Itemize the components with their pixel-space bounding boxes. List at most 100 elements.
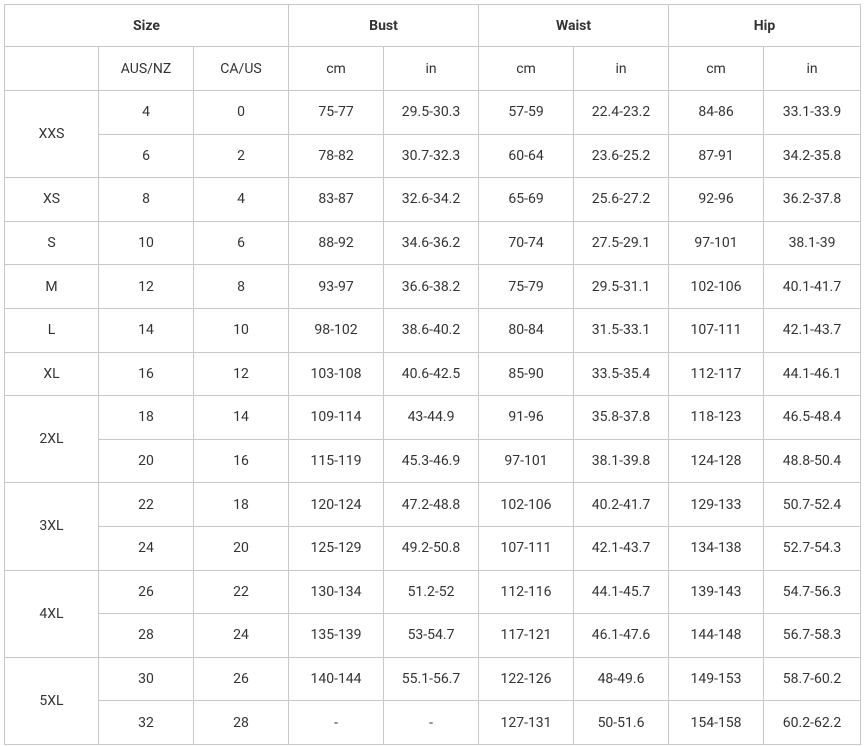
data-cell: 30 bbox=[98, 656, 194, 702]
data-cell: 102-106 bbox=[668, 264, 765, 309]
data-cell: 28 bbox=[192, 700, 290, 745]
data-cell: 109-114 bbox=[288, 395, 385, 440]
data-cell: 29.5-30.3 bbox=[383, 90, 480, 135]
data-cell: 26 bbox=[192, 656, 290, 702]
data-cell: 42.1-43.7 bbox=[763, 307, 862, 353]
data-cell: 35.8-37.8 bbox=[573, 395, 670, 440]
data-row: 24 20 125-129 49.2-50.8 107-111 42.1-43.7 134-… bbox=[5, 525, 862, 571]
data-cell: 56.7-58.3 bbox=[763, 613, 862, 658]
data-cell: 57-59 bbox=[478, 90, 575, 135]
data-cell: - bbox=[288, 700, 385, 745]
data-cell: 51.2-52 bbox=[383, 569, 480, 615]
data-cell: 40.1-41.7 bbox=[763, 264, 862, 309]
data-cell: 44.1-46.1 bbox=[763, 351, 862, 397]
data-cell: 124-128 bbox=[668, 438, 765, 484]
size-cell: 3XL bbox=[4, 482, 99, 571]
data-cell: 40.6-42.5 bbox=[383, 351, 480, 397]
data-cell: 30.7-32.3 bbox=[383, 133, 480, 179]
data-cell: 102-106 bbox=[478, 482, 575, 527]
size-table: Size Bust Waist Hip AUS/NZ CA/US cm in cm in cm in … bbox=[3, 4, 862, 745]
data-cell: 52.7-54.3 bbox=[763, 525, 862, 571]
subheader-row: AUS/NZ CA/US cm in cm in cm in bbox=[4, 46, 862, 91]
data-cell: 28 bbox=[98, 613, 194, 658]
data-row: M 12 8 93-97 36.6-38.2 75-79 29.5-31.1 102-106 4… bbox=[4, 264, 862, 309]
data-cell: 50-51.6 bbox=[573, 700, 670, 745]
data-row: 3XL 22 18 120-124 47.2-48.8 102-106 40.2-41.7 1… bbox=[4, 482, 862, 571]
data-cell: 8 bbox=[98, 177, 194, 222]
data-cell: 29.5-31.1 bbox=[573, 264, 670, 309]
data-cell: 115-119 bbox=[288, 438, 385, 484]
size-cell: S bbox=[4, 220, 99, 266]
size-cell: 5XL bbox=[4, 656, 99, 745]
data-cell: 4 bbox=[98, 90, 194, 135]
data-cell: 70-74 bbox=[478, 220, 575, 266]
data-row: 5XL 30 26 140-144 55.1-56.7 122-126 48-49.6 149… bbox=[4, 656, 862, 745]
header-row: Size Bust Waist Hip bbox=[3, 4, 862, 47]
data-cell: 20 bbox=[192, 525, 290, 571]
data-cell: 24 bbox=[192, 613, 290, 658]
data-cell: 58.7-60.2 bbox=[763, 656, 862, 702]
data-cell: 38.1-39 bbox=[763, 220, 862, 266]
data-cell: 112-116 bbox=[478, 569, 575, 615]
data-cell: 122-126 bbox=[478, 656, 575, 702]
size-cell: XS bbox=[4, 177, 99, 222]
data-cell: 6 bbox=[98, 133, 194, 179]
data-cell: 43-44.9 bbox=[383, 395, 480, 440]
data-cell: 84-86 bbox=[668, 90, 765, 135]
data-cell: 36.2-37.8 bbox=[763, 177, 862, 222]
data-cell: 50.7-52.4 bbox=[763, 482, 862, 527]
data-row: XXS 4 0 75-77 29.5-30.3 57-59 22.4-23.2 84-86 33… bbox=[4, 89, 862, 179]
data-row: 32 28- -127-131 50-51.6 154-158 60.2-62.2 bbox=[5, 700, 862, 745]
subheader-cell: cm bbox=[288, 46, 385, 91]
table-header: Size Bust Waist Hip AUS/NZ CA/US cm in cm in cm in bbox=[3, 4, 862, 91]
data-cell: 55.1-56.7 bbox=[383, 656, 480, 702]
subheader-cell: in bbox=[383, 46, 480, 91]
subheader-cell: in bbox=[763, 46, 862, 91]
subheader-cell: CA/US bbox=[192, 46, 290, 91]
data-cell: 20 bbox=[98, 438, 194, 484]
data-cell: 60.2-62.2 bbox=[763, 700, 862, 745]
data-cell: 75-79 bbox=[478, 264, 575, 309]
subheader-cell: in bbox=[573, 46, 670, 91]
data-cell: 60-64 bbox=[478, 133, 575, 179]
data-cell: 88-92 bbox=[288, 220, 385, 266]
data-cell: 91-96 bbox=[478, 395, 575, 440]
data-cell: 38.6-40.2 bbox=[383, 307, 480, 353]
data-cell: 12 bbox=[98, 264, 194, 309]
empty-cell bbox=[4, 46, 99, 91]
size-cell: 2XL bbox=[4, 395, 99, 484]
data-cell: 139-143 bbox=[668, 569, 765, 615]
data-cell: 118-123 bbox=[668, 395, 765, 440]
data-cell: 26 bbox=[98, 569, 194, 615]
data-cell: 97-101 bbox=[668, 220, 765, 266]
size-cell: M bbox=[4, 264, 99, 309]
data-cell: 25.6-27.2 bbox=[573, 177, 670, 222]
header-cell: Size bbox=[3, 4, 290, 47]
size-cell: 4XL bbox=[4, 569, 99, 658]
data-row: 20 16 115-119 45.3-46.9 97-101 38.1-39.8 124-1… bbox=[5, 438, 862, 484]
data-row: XS 8 4 83-87 32.6-34.2 65-69 25.6-27.2 92-96 36.… bbox=[4, 177, 862, 222]
data-cell: 92-96 bbox=[668, 177, 765, 222]
data-cell: 32.6-34.2 bbox=[383, 177, 480, 222]
data-cell: 22 bbox=[192, 569, 290, 615]
data-row: 4XL 26 22 130-134 51.2-52 112-116 44.1-45.7 139… bbox=[4, 569, 862, 658]
data-cell: 78-82 bbox=[288, 133, 385, 179]
data-cell: 36.6-38.2 bbox=[383, 264, 480, 309]
header-cell: Bust bbox=[288, 4, 480, 47]
header-cell: Waist bbox=[478, 4, 670, 47]
size-cell: XXS bbox=[4, 89, 99, 179]
data-cell: 23.6-25.2 bbox=[573, 133, 670, 179]
subheader-cell: AUS/NZ bbox=[98, 46, 194, 91]
data-cell: 93-97 bbox=[288, 264, 385, 309]
data-cell: 85-90 bbox=[478, 351, 575, 397]
data-cell: 97-101 bbox=[478, 438, 575, 484]
data-cell: 32 bbox=[98, 700, 194, 745]
data-cell: 18 bbox=[98, 395, 194, 440]
data-cell: 33.1-33.9 bbox=[763, 90, 862, 135]
data-cell: 49.2-50.8 bbox=[383, 525, 480, 571]
data-cell: 33.5-35.4 bbox=[573, 351, 670, 397]
data-cell: 98-102 bbox=[288, 307, 385, 353]
data-cell: 144-148 bbox=[668, 613, 765, 658]
size-cell: L bbox=[4, 307, 99, 353]
data-cell: 16 bbox=[98, 351, 194, 397]
